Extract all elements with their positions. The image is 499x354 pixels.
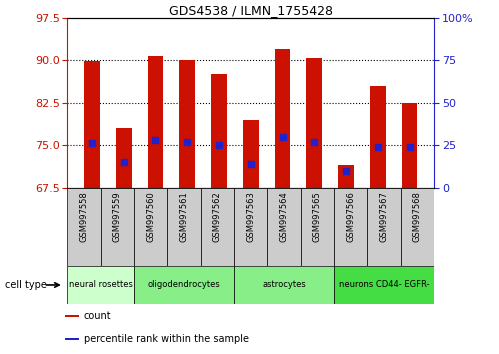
Text: oligodendrocytes: oligodendrocytes (148, 280, 221, 290)
Text: GSM997561: GSM997561 (180, 192, 189, 242)
Bar (234, 266, 334, 304)
Bar (306, 58, 322, 188)
Text: cell type: cell type (5, 280, 47, 290)
Text: GSM997564: GSM997564 (279, 192, 288, 242)
Text: GSM997563: GSM997563 (246, 192, 255, 242)
Text: GSM997558: GSM997558 (79, 192, 88, 242)
Bar (134, 266, 234, 304)
Bar (211, 74, 227, 188)
Text: GSM997565: GSM997565 (313, 192, 322, 242)
Text: neural rosettes: neural rosettes (69, 280, 133, 290)
Text: GSM997566: GSM997566 (346, 192, 355, 242)
Bar (134, 188, 167, 266)
Text: count: count (84, 311, 111, 321)
Bar (243, 120, 258, 188)
Bar (267, 188, 301, 266)
Bar (274, 49, 290, 188)
Bar (338, 165, 354, 188)
Bar (167, 188, 201, 266)
Text: GSM997559: GSM997559 (113, 192, 122, 242)
Text: GSM997568: GSM997568 (413, 192, 422, 242)
Bar (334, 188, 367, 266)
Text: GSM997567: GSM997567 (380, 192, 389, 242)
Text: astrocytes: astrocytes (262, 280, 306, 290)
Text: percentile rank within the sample: percentile rank within the sample (84, 334, 249, 344)
Bar (148, 56, 163, 188)
Text: neurons CD44- EGFR-: neurons CD44- EGFR- (339, 280, 429, 290)
Bar (67, 188, 101, 266)
Bar (179, 60, 195, 188)
Bar (116, 128, 132, 188)
Bar (201, 188, 234, 266)
Title: GDS4538 / ILMN_1755428: GDS4538 / ILMN_1755428 (169, 4, 333, 17)
Bar (401, 188, 434, 266)
Bar (234, 188, 267, 266)
Text: GSM997560: GSM997560 (146, 192, 155, 242)
Bar (301, 188, 334, 266)
Bar (370, 86, 386, 188)
Text: GSM997562: GSM997562 (213, 192, 222, 242)
Bar (334, 266, 434, 304)
Bar (65, 338, 79, 340)
Bar (367, 188, 401, 266)
Bar (65, 315, 79, 317)
Bar (84, 61, 100, 188)
Bar (67, 266, 134, 304)
Bar (101, 188, 134, 266)
Bar (402, 103, 418, 188)
